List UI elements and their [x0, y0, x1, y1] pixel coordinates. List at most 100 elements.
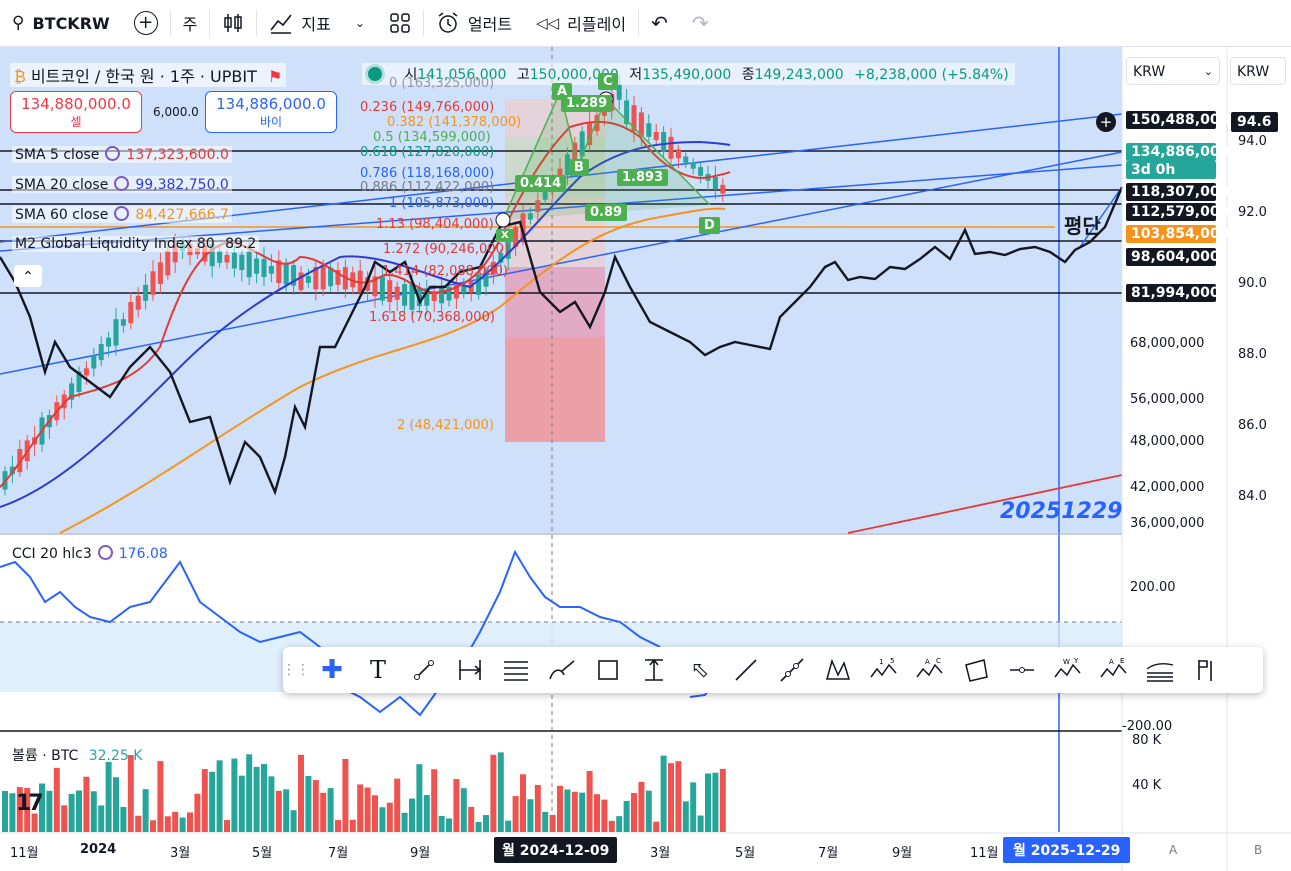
volume-bar: [557, 785, 563, 832]
flag-tool[interactable]: [1183, 647, 1229, 693]
drag-handle[interactable]: ⋮⋮: [282, 662, 310, 678]
redo-icon: ↷: [691, 11, 709, 35]
ratio-label: 0.89: [585, 204, 628, 221]
indicators-button[interactable]: 지표: [257, 0, 342, 46]
volume-bar: [9, 793, 16, 832]
volume-value: 32.25 K: [88, 748, 143, 764]
interval-button[interactable]: 주: [171, 0, 210, 46]
cci-legend[interactable]: CCI 20 hlc3 176.08: [12, 545, 168, 562]
extended-line-tool[interactable]: [769, 647, 815, 693]
sell-button[interactable]: 134,880,000.0 셀: [10, 91, 142, 133]
candle: [268, 266, 274, 274]
compare-button[interactable]: +: [122, 0, 170, 46]
volume-bar: [83, 776, 90, 832]
trendline-tool[interactable]: [401, 647, 447, 693]
indicator-m2[interactable]: M2 Global Liquidity Index 80 89.2: [12, 236, 260, 252]
undo-button[interactable]: ↶: [639, 0, 680, 46]
volume-bar: [172, 811, 179, 832]
volume-bar: [290, 810, 297, 832]
volume-bar: [534, 785, 541, 832]
candle: [172, 244, 178, 263]
candle: [202, 244, 208, 262]
chart-area[interactable]: ₿ 비트코인 / 한국 원 · 1주 · UPBIT ⚑ 시141,056,00…: [0, 47, 1291, 871]
symbol-legend[interactable]: ₿ 비트코인 / 한국 원 · 1주 · UPBIT ⚑: [10, 63, 287, 87]
rectangle-tool[interactable]: [585, 647, 631, 693]
fib-level-label: 1.272 (90,246,000): [383, 242, 509, 257]
polygon-tool[interactable]: [953, 647, 999, 693]
toolbar-divider: [638, 10, 640, 36]
auto-scale-button[interactable]: A: [1169, 843, 1178, 857]
candle: [276, 260, 282, 283]
chevron-up-icon: ⌃: [22, 269, 34, 285]
alert-button[interactable]: 얼러트: [424, 0, 524, 46]
volume-bar: [446, 818, 452, 832]
crosshair-tool[interactable]: ✚: [309, 647, 355, 693]
refresh-icon: [114, 206, 130, 221]
trendline: [0, 151, 1123, 375]
xabcd-tool[interactable]: [815, 647, 861, 693]
text-tool[interactable]: T: [355, 647, 401, 693]
replay-label: 리플레이: [567, 15, 627, 34]
ray-tool[interactable]: [723, 647, 769, 693]
change-value: +8,238,000 (+5.84%): [854, 67, 1009, 83]
volume-bar: [453, 779, 460, 832]
log-scale-button[interactable]: B: [1254, 843, 1263, 857]
candle: [476, 274, 482, 295]
symbol-search[interactable]: ⚲ BTCKRW: [0, 0, 122, 46]
currency-select[interactable]: KRW ⌄: [1126, 57, 1220, 85]
volume-level-label: 80 K: [1132, 733, 1162, 748]
indicator-value: 84,427,666.7: [135, 207, 229, 223]
price-tag: 103,854,000: [1126, 225, 1229, 243]
redo-button[interactable]: ↷: [680, 0, 721, 46]
currency-label: KRW: [1133, 64, 1166, 80]
candle: [76, 371, 82, 392]
volume-bar: [283, 789, 290, 832]
pattern-label-c: C: [598, 73, 618, 90]
cursor-tool[interactable]: ⬁: [677, 647, 723, 693]
volume-bar: [253, 766, 260, 832]
indicators-dropdown[interactable]: ⌄: [343, 0, 377, 46]
candle: [150, 271, 156, 295]
fib-zone-red: [505, 337, 605, 442]
m2-currency-select[interactable]: KRW: [1230, 57, 1286, 85]
alert-label: 얼러트: [467, 15, 513, 34]
indicator-sma5[interactable]: SMA 5 close 137,323,600.0: [12, 146, 232, 163]
chart-type-button[interactable]: [210, 0, 256, 46]
fib-level-label: 0.5 (134,599,000): [373, 130, 491, 145]
collapse-legend-button[interactable]: ⌃: [14, 265, 42, 287]
price-tag: 3d 0h: [1126, 161, 1216, 179]
add-alert-icon[interactable]: +: [1096, 112, 1116, 132]
brush-tool[interactable]: [539, 647, 585, 693]
volume-bar: [660, 755, 667, 832]
buy-button[interactable]: 134,886,000.0 바이: [205, 91, 337, 133]
price-axis-label: 42,000,000: [1130, 480, 1205, 495]
indicator-sma60[interactable]: SMA 60 close 84,427,666.7: [12, 206, 232, 223]
volume-bar: [16, 787, 23, 832]
price-range-tool[interactable]: [631, 647, 677, 693]
flag-icon: ⚑: [267, 67, 283, 86]
volume-bar: [150, 820, 156, 832]
volume-legend[interactable]: 볼륨 · BTC 32.25 K: [12, 745, 142, 765]
fib-fan-tool[interactable]: [1137, 647, 1183, 693]
fib-level-label: 0.618 (127,820,000): [360, 145, 495, 160]
indicator-name: SMA 60 close: [15, 207, 109, 223]
indicator-sma20[interactable]: SMA 20 close 99,382,750.0: [12, 176, 232, 193]
layout-button[interactable]: [377, 0, 423, 46]
volume-bar: [438, 815, 445, 832]
horizontal-ray-tool[interactable]: [999, 647, 1045, 693]
bitcoin-icon: ₿: [14, 67, 26, 86]
date-range-tool[interactable]: [447, 647, 493, 693]
volume-bar: [61, 805, 68, 832]
replay-button[interactable]: ◁◁ 리플레이: [524, 0, 638, 46]
fib-tool[interactable]: [493, 647, 539, 693]
candle: [661, 132, 667, 152]
volume-bar: [268, 776, 275, 832]
volume-bar: [46, 790, 53, 832]
volume-bar: [364, 787, 371, 832]
fib-level-label: 1.414 (82,088,000): [382, 264, 508, 279]
volume-bar: [335, 820, 341, 832]
